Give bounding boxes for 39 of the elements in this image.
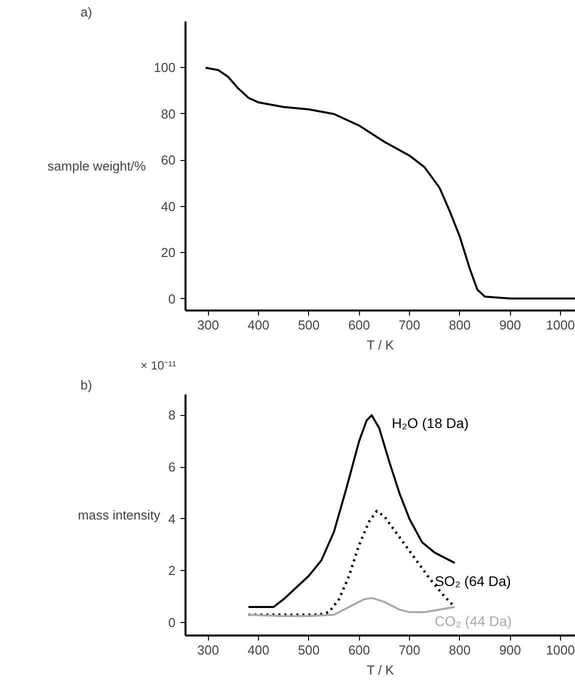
x-tick-label: 600 [348, 642, 370, 658]
text: × 10⁻¹¹ [140, 358, 176, 372]
x-tick-label: 400 [248, 318, 270, 332]
x-tick-label: 800 [448, 318, 471, 332]
line-series [204, 66, 575, 300]
y-tick-label: 6 [168, 460, 176, 475]
text: a) [80, 4, 92, 20]
series-label: CO₂ (44 Da) [434, 612, 512, 629]
text: b) [80, 378, 92, 392]
y-tick-label: 100 [154, 60, 176, 76]
x-tick-label: 900 [499, 318, 521, 332]
y-tick-label: 0 [168, 291, 176, 306]
y-axis-title: mass intensity [78, 508, 161, 522]
y-tick-label: 60 [161, 152, 176, 168]
x-axis-title: T / K [366, 662, 394, 678]
y-tick-label: 20 [161, 245, 176, 260]
x-tick-label: 900 [499, 642, 521, 658]
y-tick-label: 8 [168, 408, 176, 423]
x-tick-label: 700 [398, 642, 420, 658]
y-axis-title: sample weight/% [48, 158, 146, 174]
x-tick-label: 400 [248, 642, 270, 658]
x-tick-label: 500 [298, 642, 320, 658]
x-axis-title: T / K [366, 338, 394, 352]
x-tick-label: 700 [398, 318, 420, 332]
x-tick-label: 1000 [546, 318, 575, 332]
y-tick-label: 4 [168, 511, 176, 526]
x-tick-label: 800 [448, 642, 471, 658]
line-series [247, 596, 456, 618]
x-tick-label: 500 [298, 318, 320, 332]
y-tick-label: 40 [161, 198, 176, 214]
x-tick-label: 1000 [546, 642, 575, 658]
series-label: H₂O (18 Da) [392, 415, 469, 432]
y-tick-label: 0 [168, 615, 176, 630]
y-tick-label: 2 [168, 563, 176, 578]
x-tick-label: 300 [197, 642, 220, 658]
x-tick-label: 300 [197, 318, 220, 332]
x-tick-label: 600 [348, 318, 370, 332]
series-label: SO₂ (64 Da) [434, 572, 511, 589]
y-tick-label: 80 [161, 106, 176, 122]
